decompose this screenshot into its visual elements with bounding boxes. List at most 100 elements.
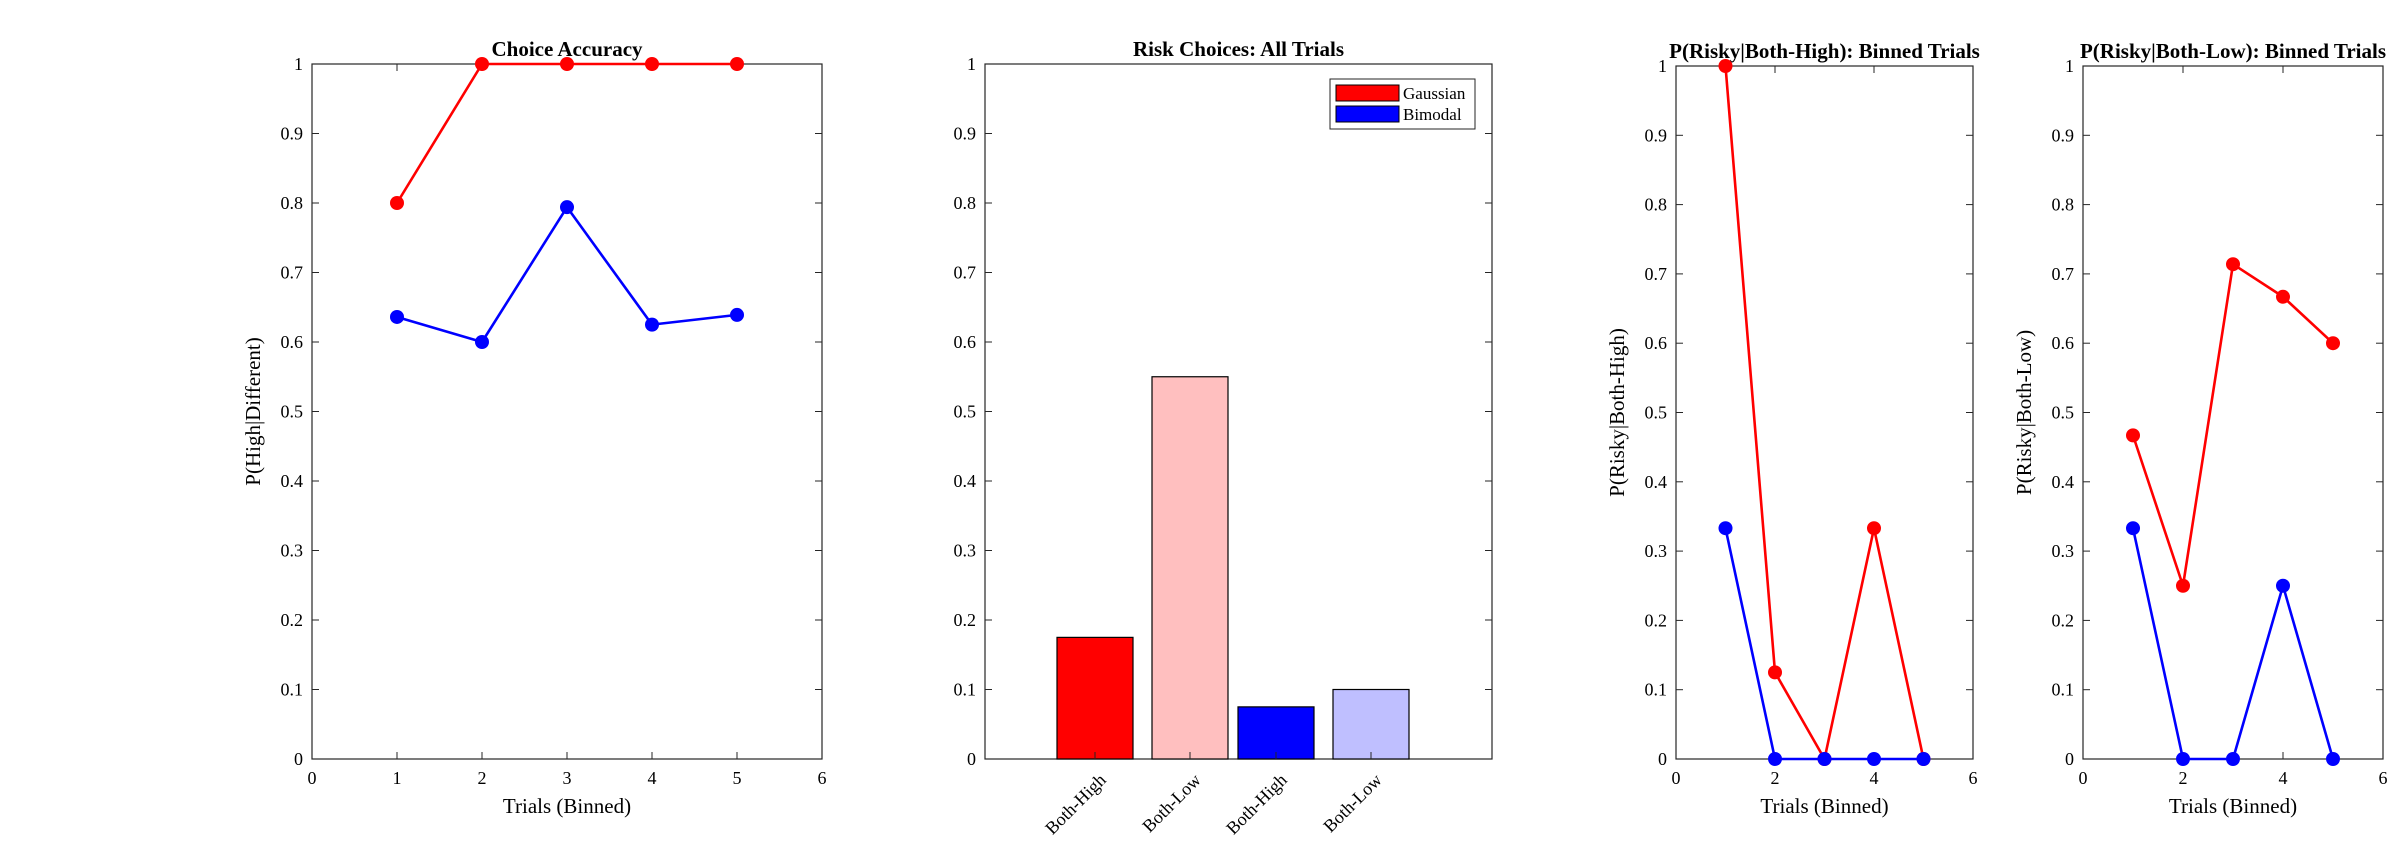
x-tick-label: 2 [1771, 768, 1780, 788]
y-tick-label: 0.1 [954, 680, 977, 700]
y-axis-label: P(Risky|Both-Low) [2012, 330, 2036, 495]
series-1-point [390, 309, 404, 324]
series-1-point [1768, 752, 1782, 766]
series-1-line [1724, 527, 1924, 761]
risky-both-low-panel: 0 0.1 0.2 0.3 0.4 0.5 0.6 0.7 0.8 0.9 1 P(Risky|Bot… [2012, 39, 2388, 818]
series-0-point [730, 57, 744, 71]
series-1-point [1718, 521, 1733, 536]
x-tick-label: 4 [1870, 768, 1879, 788]
y-tick-label: 0 [967, 749, 976, 769]
x-tick-label: 0 [1672, 768, 1681, 788]
y-tick-label: 0 [1658, 749, 1667, 769]
risky-both-high-panel: 00.10.20.30.40.50.60.70.80.91P(Risky|Bot… [1605, 39, 1980, 818]
y-tick-label: 0.4 [954, 471, 977, 491]
y-tick-label: 0.4 [281, 471, 304, 491]
bar-3 [1332, 688, 1410, 760]
x-tick-label: 6 [1969, 768, 1978, 788]
x-tick-label: 1 [393, 768, 402, 788]
y-tick-label: 0 [2065, 749, 2074, 769]
y-tick-label: 0.5 [281, 402, 304, 422]
y-tick-label: 0.6 [2052, 333, 2075, 353]
y-tick-label: 0.9 [281, 124, 304, 144]
legend-label: Bimodal [1403, 105, 1462, 124]
y-tick-label: 0.1 [1645, 680, 1668, 700]
x-axis-label: Trials (Binned) [1760, 794, 1888, 818]
y-tick-label: 0.4 [1645, 472, 1668, 492]
y-tick-label: 1 [294, 54, 303, 74]
x-tick-label: 0 [308, 768, 317, 788]
series-0-point [2126, 428, 2140, 443]
axes-box [2082, 65, 2384, 760]
series-1-point [730, 307, 744, 322]
series-1-point [2226, 752, 2240, 766]
x-tick-label: 6 [2379, 768, 2388, 788]
y-tick-label: 1 [967, 54, 976, 74]
x-tick-label: Both-Low [1138, 770, 1204, 836]
risk-choices-panel: 0 0.1 0.2 0.3 0.4 0.5 0.6 0.7 0.8 0.9 1 Risk Choice… [954, 37, 1493, 838]
y-tick-label: 0.6 [954, 332, 977, 352]
series-0-line [2131, 262, 2334, 588]
y-tick-label: 0.2 [2052, 610, 2075, 630]
series-1-point [2326, 752, 2340, 766]
y-tick-label: 0.6 [1645, 333, 1668, 353]
chart-title: Risk Choices: All Trials [1133, 37, 1344, 61]
bar-2 [1237, 706, 1315, 760]
x-tick-label: Both-Low [1319, 770, 1385, 836]
y-tick-label: 0.8 [2052, 195, 2075, 215]
y-tick-label: 0.5 [1645, 403, 1668, 423]
y-tick-label: 0.2 [1645, 610, 1668, 630]
x-tick-label: 2 [2179, 768, 2188, 788]
x-tick-label: 3 [563, 768, 572, 788]
y-tick-label: 0.9 [2052, 125, 2075, 145]
y-tick-label: 0.3 [281, 541, 304, 561]
y-tick-label: 0.8 [281, 193, 304, 213]
legend-swatch [1335, 84, 1400, 102]
x-tick-label: 5 [733, 768, 742, 788]
y-tick-label: 0.1 [2052, 680, 2075, 700]
y-tick-label: 0.4 [2052, 472, 2075, 492]
y-tick-label: 0.7 [1645, 264, 1668, 284]
x-tick-label: 0 [2079, 768, 2088, 788]
y-tick-label: 0.5 [2052, 403, 2075, 423]
x-tick-label: 4 [2279, 768, 2288, 788]
bar-0 [1056, 636, 1134, 760]
series-1-point [2126, 521, 2140, 536]
series-1-point [475, 335, 489, 349]
series-0-line [395, 62, 737, 204]
y-axis-label: P(High|Different) [241, 337, 265, 485]
chart-title: P(Risky|Both-High): Binned Trials [1669, 39, 1980, 63]
axes-box [311, 63, 823, 760]
y-tick-label: 0.7 [954, 263, 977, 283]
series-1-point [1817, 752, 1832, 766]
series-1-point [560, 200, 574, 215]
legend-swatch [1335, 105, 1400, 123]
y-tick-label: 0.9 [954, 124, 977, 144]
series-0-point [2176, 578, 2190, 593]
y-tick-label: 0.6 [281, 332, 304, 352]
legend-label: Gaussian [1403, 84, 1466, 103]
x-tick-label: 6 [818, 768, 827, 788]
y-tick-label: 0.7 [281, 263, 304, 283]
y-tick-label: 0.2 [954, 610, 977, 630]
x-axis-label: Trials (Binned) [2169, 794, 2297, 818]
series-0-line [1724, 65, 1925, 761]
series-1-point [1916, 752, 1931, 766]
y-tick-label: 0.2 [281, 610, 304, 630]
chart-title: Choice Accuracy [491, 37, 643, 61]
series-0-point [475, 57, 489, 71]
y-tick-label: 1 [1658, 56, 1667, 76]
bar-1 [1151, 376, 1229, 760]
y-tick-label: 0.8 [954, 193, 977, 213]
x-axis-label: Trials (Binned) [503, 794, 631, 818]
series-1-point [2176, 752, 2190, 766]
series-0-point [645, 57, 659, 71]
chart-title: P(Risky|Both-Low): Binned Trials [2080, 39, 2386, 63]
y-tick-label: 0.3 [1645, 541, 1668, 561]
series-0-point [2226, 257, 2240, 272]
series-0-point [1768, 665, 1782, 680]
series-1-point [2276, 578, 2290, 593]
x-tick-label: 2 [478, 768, 487, 788]
y-tick-label: 1 [2065, 56, 2074, 76]
series-0-point [1867, 521, 1881, 536]
